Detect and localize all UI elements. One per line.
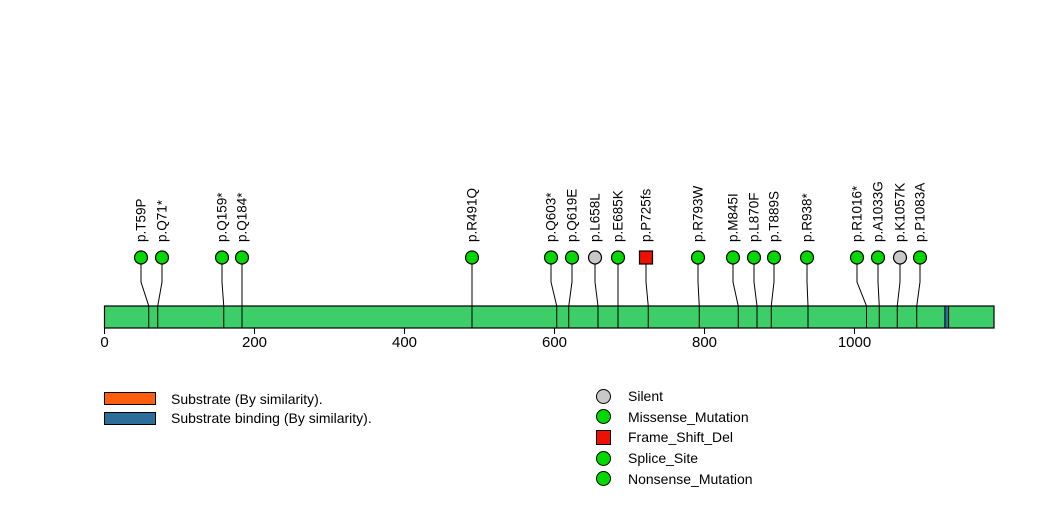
substrate-binding-site	[944, 305, 950, 329]
domain-legend-label: Substrate binding (By similarity).	[171, 410, 372, 427]
domain-swatch	[104, 411, 156, 425]
mutation-legend-label: Frame_Shift_Del	[628, 429, 734, 446]
lollipop-stem	[877, 263, 880, 328]
mutation-legend-label: Nonsense_Mutation	[628, 470, 753, 487]
axis-tick-label: 400	[392, 334, 417, 351]
mutation-legend-label: Splice_Site	[628, 450, 699, 467]
mutation-legend-item: Silent	[596, 386, 753, 407]
mutation-label: p.R938*	[800, 192, 815, 242]
mutation-marker-square	[638, 250, 654, 265]
domain-legend: Substrate (By similarity). Substrate bind…	[104, 389, 372, 428]
lollipop-stem	[645, 263, 649, 328]
mutation-legend-label: Silent	[628, 388, 664, 405]
mutation-marker-circle	[849, 250, 865, 265]
mutation-label: p.K1057K	[893, 183, 908, 242]
mutation-legend-item: Splice_Site	[596, 448, 753, 469]
mutation-marker-circle	[543, 250, 559, 265]
lollipop-stem	[697, 263, 700, 328]
protein-bar	[103, 305, 995, 329]
mutation-label: p.R1016*	[850, 185, 865, 242]
lollipop-stem	[221, 263, 225, 328]
mutation-label: p.Q603*	[544, 192, 559, 242]
lollipop-stem	[157, 263, 163, 328]
lollipop-stem	[753, 263, 758, 328]
mutation-marker-circle	[564, 250, 580, 265]
mutation-label: p.M845I	[726, 193, 741, 242]
mutation-legend: Silent Missense_Mutation Frame_Shift_Del Sp…	[596, 386, 753, 489]
lollipop-stem	[806, 263, 809, 328]
mutation-marker-circle	[892, 250, 908, 265]
mutation-marker-circle	[464, 250, 480, 265]
mutation-label: p.A1033G	[871, 181, 886, 242]
mutation-label: p.Q71*	[155, 199, 170, 242]
mutation-marker-circle	[725, 250, 741, 265]
lollipop-stem	[568, 263, 573, 328]
axis-tick-label: 800	[692, 334, 717, 351]
axis-tick-label: 1000	[838, 334, 871, 351]
mutation-label: p.Q159*	[215, 192, 230, 242]
mutation-label: p.R793W	[691, 185, 706, 242]
mutation-legend-label: Missense_Mutation	[628, 408, 749, 425]
mutation-marker-circle	[912, 250, 928, 265]
mutation-label: p.T889S	[767, 191, 782, 242]
lollipop-stem	[896, 263, 901, 328]
lollipop-stem	[856, 263, 867, 328]
mutation-legend-item: Missense_Mutation	[596, 407, 753, 428]
mutation-marker-circle	[234, 250, 250, 265]
mutation-marker-circle	[690, 250, 706, 265]
mutation-marker-circle	[154, 250, 170, 265]
domain-legend-label: Substrate (By similarity).	[171, 390, 323, 407]
lollipop-stem	[732, 263, 739, 328]
lollipop-stem	[594, 263, 599, 328]
mutation-marker-circle	[766, 250, 782, 265]
mutation-marker-circle	[746, 250, 762, 265]
legend-circle-marker	[596, 388, 611, 404]
mutation-marker-circle	[214, 250, 230, 265]
legend-square-marker	[596, 429, 611, 445]
lollipop-stem	[550, 263, 558, 328]
mutation-marker-circle	[587, 250, 603, 265]
mutation-marker-circle	[610, 250, 626, 265]
mutation-label: p.R491Q	[465, 188, 480, 242]
lollipop-stem	[916, 263, 921, 328]
lollipop-stem	[140, 263, 150, 328]
legend-circle-marker	[596, 471, 611, 487]
mutation-legend-item: Nonsense_Mutation	[596, 468, 753, 489]
axis-tick-label: 200	[242, 334, 267, 351]
mutation-label: p.T59P	[134, 198, 149, 242]
domain-swatch	[104, 392, 156, 406]
axis-tick-label: 600	[542, 334, 567, 351]
lollipop-stem	[770, 263, 775, 328]
mutation-label: p.P725fs	[639, 188, 654, 242]
mutation-label: p.L870F	[747, 192, 762, 242]
legend-circle-marker	[596, 450, 611, 466]
mutation-label: p.E685K	[611, 190, 626, 242]
legend-circle-marker	[596, 409, 611, 425]
mutation-label: p.Q184*	[235, 192, 250, 242]
mutation-label: p.L658L	[588, 193, 603, 242]
mutation-marker-circle	[870, 250, 886, 265]
mutation-legend-item: Frame_Shift_Del	[596, 427, 753, 448]
domain-legend-item: Substrate binding (By similarity).	[104, 409, 372, 429]
mutation-marker-circle	[799, 250, 815, 265]
mutation-marker-circle	[133, 250, 149, 265]
mutation-label: p.Q619E	[565, 189, 580, 242]
mutation-label: p.P1083A	[913, 183, 928, 242]
axis-tick-label: 0	[100, 334, 108, 351]
domain-legend-item: Substrate (By similarity).	[104, 389, 372, 409]
